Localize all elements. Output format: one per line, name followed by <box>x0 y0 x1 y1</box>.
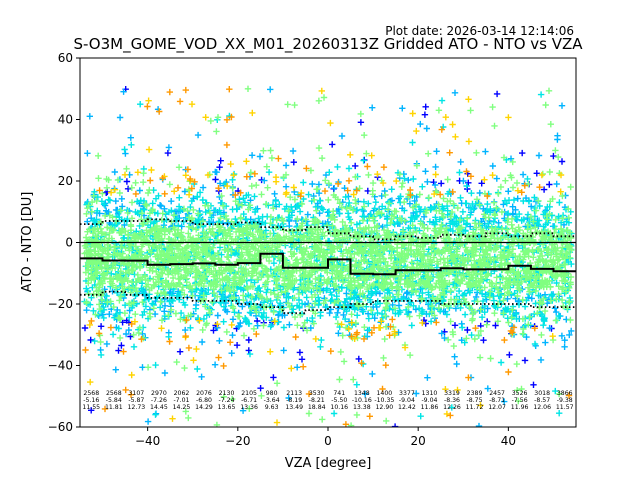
x-tick-label: −20 <box>225 434 250 448</box>
bin-median-label: -8.57 <box>534 397 550 404</box>
bin-median-label: -10.35 <box>374 397 394 404</box>
plot-date: Plot date: 2026-03-14 12:14:06 <box>385 24 574 38</box>
bin-median-label: -7.24 <box>219 397 235 404</box>
bin-count-label: 3377 <box>399 390 415 397</box>
bin-median-label: -8.21 <box>309 397 325 404</box>
bin-median-label: -3.64 <box>264 397 280 404</box>
bin-count-label: 741 <box>333 390 345 397</box>
bin-spread-label: 12.07 <box>488 404 506 411</box>
y-tick-label: −20 <box>48 297 73 311</box>
bin-spread-label: 13.65 <box>218 404 236 411</box>
bin-median-label: -10.16 <box>352 397 372 404</box>
y-axis-label: ATO - NTO [DU] <box>20 192 35 293</box>
x-axis-label: VZA [degree] <box>285 456 372 471</box>
bin-count-label: 2568 <box>83 390 99 397</box>
y-tick-label: 60 <box>58 51 73 65</box>
upper-dotted-line <box>80 218 576 241</box>
scatter-marks-density-3 <box>81 85 575 427</box>
bin-spread-label: 11.86 <box>421 404 439 411</box>
bin-median-label: -8.75 <box>467 397 483 404</box>
bin-median-label: -5.16 <box>83 397 99 404</box>
x-axis: −40 −20 0 20 40 <box>135 427 516 448</box>
y-tick-label: −60 <box>48 420 73 434</box>
bin-count-label: 2113 <box>286 390 302 397</box>
y-tick-label: 0 <box>65 236 73 250</box>
bin-spread-label: 9.63 <box>265 404 279 411</box>
bin-spread-label: 10.16 <box>330 404 348 411</box>
y-tick-label: 20 <box>58 174 73 188</box>
bin-spread-label: 14.29 <box>195 404 213 411</box>
bin-spread-label: 12.26 <box>443 404 461 411</box>
bin-count-label: 3107 <box>128 390 144 397</box>
bin-spread-label: 14.25 <box>173 404 191 411</box>
bin-count-label: 2105 <box>241 390 257 397</box>
bin-spread-label: 14.45 <box>150 404 168 411</box>
bin-count-label: 2076 <box>196 390 212 397</box>
bin-median-label: -9.04 <box>399 397 415 404</box>
scatter-marks-density-4 <box>86 87 565 426</box>
bin-spread-label: 12.42 <box>398 404 416 411</box>
median-line <box>80 252 576 276</box>
bin-count-label: 3866 <box>557 390 573 397</box>
bin-median-label: -6.80 <box>196 397 212 404</box>
bin-spread-label: 12.90 <box>376 404 394 411</box>
scatter-points <box>81 85 575 427</box>
lower-dotted-line <box>80 290 576 315</box>
bin-median-label: -5.50 <box>331 397 347 404</box>
bin-spread-label: 11.72 <box>466 404 484 411</box>
bin-median-label: -5.84 <box>106 397 122 404</box>
bin-count-label: 1348 <box>354 390 370 397</box>
bin-spread-label: 12.73 <box>128 404 146 411</box>
bin-count-label: 2062 <box>174 390 190 397</box>
x-tick-label: 40 <box>501 434 516 448</box>
bin-count-label: 3319 <box>444 390 460 397</box>
bin-spread-label: 11.57 <box>556 404 574 411</box>
x-tick-label: 0 <box>324 434 332 448</box>
bin-count-label: 980 <box>266 390 278 397</box>
bin-median-label: -8.19 <box>286 397 302 404</box>
bin-median-label: -6.71 <box>241 397 257 404</box>
bin-count-label: 2970 <box>151 390 167 397</box>
y-tick-label: 40 <box>58 113 73 127</box>
bin-median-label: -9.04 <box>421 397 437 404</box>
bin-count-label: 1400 <box>376 390 392 397</box>
bin-median-label: -5.87 <box>128 397 144 404</box>
bin-spread-label: 13.38 <box>353 404 371 411</box>
bin-count-label: 1310 <box>422 390 438 397</box>
bin-spread-label: 18.84 <box>308 404 326 411</box>
bin-count-label: 3018 <box>534 390 550 397</box>
statistic-lines <box>80 218 576 315</box>
bin-median-label: -8.71 <box>489 397 505 404</box>
bin-annotations: 2568-5.1611.552568-5.8411.813107-5.8712.… <box>82 390 573 411</box>
bin-spread-label: 13.36 <box>240 404 258 411</box>
bin-median-label: -7.01 <box>173 397 189 404</box>
bin-count-label: 3530 <box>309 390 325 397</box>
scatter-marks-density-5 <box>82 86 573 427</box>
bin-count-label: 3526 <box>512 390 528 397</box>
bin-median-label: -7.26 <box>151 397 167 404</box>
x-tick-label: −40 <box>135 434 160 448</box>
bin-count-label: 2389 <box>467 390 483 397</box>
x-tick-label: 20 <box>411 434 426 448</box>
bin-count-label: 2130 <box>219 390 235 397</box>
bin-count-label: 2457 <box>489 390 505 397</box>
bin-count-label: 2568 <box>106 390 122 397</box>
bin-median-label: -8.36 <box>444 397 460 404</box>
bin-spread-label: 13.49 <box>285 404 303 411</box>
bin-spread-label: 11.96 <box>511 404 529 411</box>
y-axis: −60 −40 −20 0 20 40 60 <box>48 51 80 434</box>
bin-spread-label: 11.55 <box>82 404 100 411</box>
chart-title: S-O3M_GOME_VOD_XX_M01_20260313Z Gridded … <box>73 35 583 54</box>
bin-median-label: -9.38 <box>557 397 573 404</box>
bin-spread-label: 12.06 <box>533 404 551 411</box>
y-tick-label: −40 <box>48 359 73 373</box>
bin-spread-label: 11.81 <box>105 404 123 411</box>
bin-median-label: -7.56 <box>512 397 528 404</box>
